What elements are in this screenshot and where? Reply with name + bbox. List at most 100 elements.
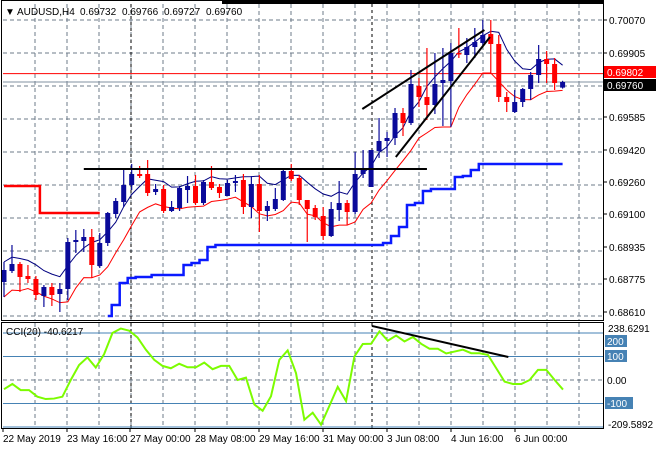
- time-axis-label: 3 Jun 08:00: [387, 434, 440, 445]
- candle-bear: [400, 113, 406, 123]
- time-axis-label: 6 Jun 00:00: [515, 434, 568, 445]
- bid-price-label: 0.69760: [607, 81, 644, 92]
- cci-panel-frame: [1, 322, 604, 429]
- trailing-stop-red-line: [4, 184, 100, 215]
- price-axis-label: 0.69585: [609, 113, 646, 124]
- candle-bear: [312, 208, 318, 217]
- candle-bull: [264, 206, 270, 211]
- candle-bull: [169, 207, 175, 211]
- ohlc-open: 0.69732: [80, 7, 117, 18]
- ohlc-low: 0.69727: [164, 7, 201, 18]
- ohlc-high: 0.69766: [122, 7, 159, 18]
- candle-bear: [240, 180, 246, 207]
- candle-bear: [344, 203, 350, 212]
- candle-bull: [280, 171, 286, 200]
- candles: [1, 20, 566, 312]
- symbol-menu-icon[interactable]: ▼: [5, 7, 15, 18]
- cci-divergence-line: [371, 324, 509, 358]
- candle-bear: [33, 279, 39, 295]
- trendlines[interactable]: [83, 29, 491, 170]
- cci-level-label: -100: [607, 399, 627, 410]
- price-axis-label: 0.68610: [609, 308, 646, 319]
- candle-bull: [177, 188, 183, 208]
- candle-bull: [336, 203, 342, 210]
- candle-bull: [472, 42, 478, 47]
- candle-bear: [25, 276, 31, 279]
- price-axis-label: 0.68935: [609, 243, 646, 254]
- cci-scale-max: 238.6291: [608, 324, 650, 335]
- main-panel-frame: [1, 0, 604, 321]
- candle-bull: [272, 199, 278, 209]
- candle-bear: [320, 216, 326, 236]
- candle-bull: [448, 53, 454, 81]
- trendline-wedge-upper: [361, 29, 485, 110]
- symbol-label: AUDUSD,H4: [17, 7, 75, 18]
- candle-bull: [232, 181, 238, 183]
- candle-bear: [137, 174, 143, 176]
- candle-bear: [216, 187, 222, 193]
- price-axis-label: 0.68775: [609, 275, 646, 286]
- candle-bull: [432, 84, 438, 105]
- alert-price-label: 0.69802: [607, 68, 644, 79]
- candle-bull: [248, 184, 254, 207]
- time-axis-label: 28 May 08:00: [195, 434, 256, 445]
- price-axis-label: 0.70070: [609, 16, 646, 27]
- candle-bull: [536, 59, 542, 75]
- candle-bear: [193, 186, 199, 203]
- alert-price-badge: [604, 66, 656, 78]
- candle-bear: [161, 189, 167, 211]
- grid: [3, 4, 603, 428]
- bid-price-badge: [604, 79, 656, 91]
- candle-bull: [129, 174, 135, 185]
- candle-bear: [288, 171, 294, 179]
- candle-bull: [121, 185, 127, 202]
- candle-bull: [201, 182, 206, 203]
- price-axis-label: 0.69420: [609, 146, 646, 157]
- time-axis-label: 23 May 16:00: [67, 434, 128, 445]
- candle-bull: [57, 289, 63, 294]
- candle-bull: [560, 82, 566, 88]
- cci-title: CCI(20) -40.6217: [6, 327, 84, 338]
- candle-bull: [408, 84, 414, 123]
- candle-bull: [520, 89, 526, 102]
- candle-bear: [89, 237, 95, 265]
- cci-level-badge: [605, 350, 627, 362]
- candle-bear: [416, 86, 422, 97]
- candle-bear: [496, 44, 502, 97]
- candle-bear: [504, 97, 510, 102]
- candle-bull: [1, 270, 7, 282]
- cci-panel: [3, 324, 603, 428]
- candle-bull: [153, 189, 159, 192]
- candle-bull: [480, 35, 486, 43]
- candle-bull: [528, 75, 534, 89]
- time-axis-label: 27 May 00:00: [130, 434, 191, 445]
- cci-line: [3, 327, 564, 427]
- candle-bull: [384, 138, 390, 141]
- trailing-stop-blue-line: [107, 162, 563, 318]
- lower-band-line: [3, 72, 563, 304]
- candle-bear: [17, 264, 23, 277]
- cci-level-label: 200: [607, 337, 624, 348]
- candle-bear: [208, 182, 214, 188]
- candle-bull: [97, 243, 103, 266]
- price-axis-label: 0.69905: [609, 49, 646, 60]
- candle-bear: [544, 59, 550, 64]
- price-axis-label: 0.69100: [609, 210, 646, 221]
- candle-bull: [41, 287, 47, 296]
- candle-bear: [49, 287, 55, 295]
- time-axis-label: 31 May 00:00: [323, 434, 384, 445]
- candle-bear: [552, 64, 558, 83]
- candle-bear: [304, 200, 310, 209]
- candle-bull: [464, 47, 470, 55]
- candle-bear: [488, 34, 494, 44]
- price-axis-label: 0.69260: [609, 178, 646, 189]
- candle-bear: [256, 184, 262, 211]
- time-axis-label: 22 May 2019: [3, 434, 61, 445]
- axes: 200 100 0.00 -100 0.70070 0.69905 0.69585 0.694…: [2, 16, 646, 445]
- candle-bull: [512, 102, 518, 112]
- candle-bear: [296, 178, 302, 200]
- candle-bull: [440, 80, 446, 83]
- candle-bull: [328, 209, 334, 236]
- candle-bull: [352, 174, 358, 212]
